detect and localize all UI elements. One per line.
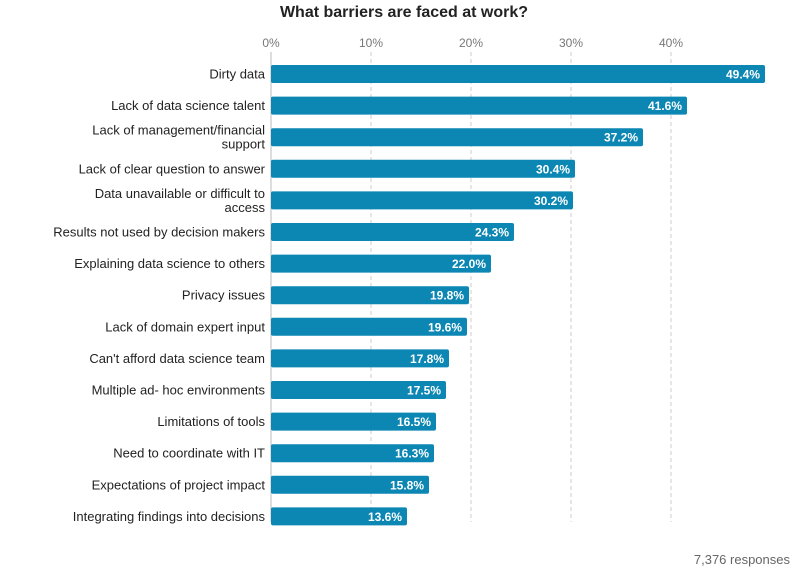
category-label: Lack of domain expert input — [105, 319, 265, 334]
bar-value-label: 49.4% — [726, 68, 760, 82]
x-tick-label: 10% — [359, 36, 383, 50]
bar — [271, 159, 575, 178]
x-tick-label: 40% — [659, 36, 683, 50]
bar-value-label: 30.4% — [536, 162, 570, 176]
category-label: Data unavailable or difficult to — [95, 186, 265, 201]
category-label: access — [225, 200, 266, 215]
bar-value-label: 30.2% — [534, 194, 568, 208]
category-label: Limitations of tools — [157, 414, 265, 429]
category-label: Expectations of project impact — [92, 477, 266, 492]
bar — [271, 254, 491, 273]
bar — [271, 475, 429, 494]
bar-value-label: 16.5% — [397, 415, 431, 429]
bar-value-label: 37.2% — [604, 131, 638, 145]
bar — [271, 191, 573, 210]
bar-value-label: 17.5% — [407, 384, 441, 398]
category-label: Privacy issues — [182, 288, 266, 303]
bar — [271, 96, 687, 115]
bar-value-label: 41.6% — [648, 99, 682, 113]
bar — [271, 381, 446, 399]
bar — [271, 317, 467, 336]
category-label: Need to coordinate with IT — [113, 446, 265, 461]
bar-value-label: 24.3% — [475, 226, 509, 240]
category-label: Results not used by decision makers — [53, 225, 265, 240]
bar — [271, 412, 436, 431]
category-label: support — [222, 137, 266, 152]
bar-value-label: 19.8% — [430, 289, 464, 303]
bar-value-label: 16.3% — [395, 447, 429, 461]
chart-title: What barriers are faced at work? — [279, 4, 529, 21]
bar-value-label: 17.8% — [410, 352, 444, 366]
category-label: Dirty data — [209, 67, 265, 82]
x-tick-label: 0% — [262, 36, 280, 50]
bar — [271, 444, 434, 463]
category-label: Multiple ad- hoc environments — [92, 383, 266, 398]
bar — [271, 128, 643, 147]
bar — [271, 65, 765, 83]
bar — [271, 223, 514, 241]
bar — [271, 349, 449, 368]
category-label: Lack of management/financial — [92, 123, 265, 138]
bar-value-label: 13.6% — [368, 510, 402, 524]
bar — [271, 286, 469, 305]
bar-value-label: 22.0% — [452, 257, 486, 271]
category-label: Explaining data science to others — [74, 256, 265, 271]
x-tick-label: 20% — [459, 36, 483, 50]
category-label: Lack of clear question to answer — [79, 161, 266, 176]
response-count: 7,376 responses — [693, 552, 790, 567]
bar-value-label: 19.6% — [428, 320, 462, 334]
bar — [271, 507, 407, 526]
x-tick-label: 30% — [559, 36, 583, 50]
category-label: Integrating findings into decisions — [73, 509, 266, 524]
category-label: Can't afford data science team — [89, 351, 265, 366]
bar-value-label: 15.8% — [390, 478, 424, 492]
category-label: Lack of data science talent — [111, 98, 265, 113]
